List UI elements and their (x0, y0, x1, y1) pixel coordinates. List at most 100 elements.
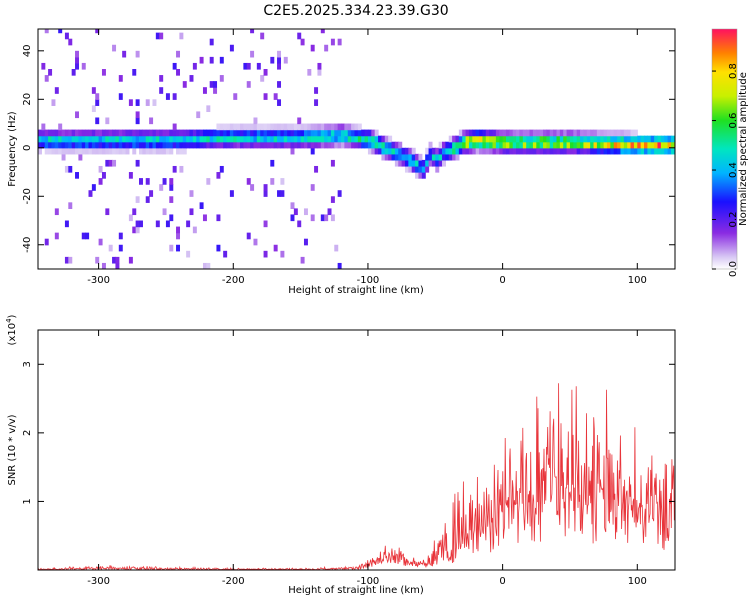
spectrogram-cell (452, 153, 457, 161)
spectrogram-cell (623, 135, 628, 143)
spectrogram-cell (512, 129, 517, 137)
bottom-y-scale-label: (x104) (5, 314, 18, 345)
spectrogram-cell (536, 147, 541, 155)
spectrogram-cell (71, 135, 76, 143)
spectrogram-cell (404, 147, 409, 155)
spectrogram-cell (290, 123, 295, 131)
spectrogram-cell (519, 147, 524, 155)
spectrogram-cell (408, 153, 413, 161)
spectrogram-cell (243, 129, 248, 137)
spectrogram-cell (48, 69, 53, 76)
spectrogram-cell (576, 129, 581, 137)
spectrogram-cell (293, 208, 298, 216)
spectrogram-cell (246, 141, 251, 149)
spectrogram-cell (216, 129, 221, 137)
spectrogram-cell (519, 129, 524, 137)
spectrogram-cell (512, 141, 517, 149)
spectrogram-cell (256, 135, 261, 143)
spectrogram-cell (95, 147, 100, 155)
spectrogram-cell (435, 147, 440, 155)
spectrogram-cell (583, 147, 588, 155)
spectrogram-cell (51, 147, 56, 155)
spectrogram-cell (162, 141, 167, 149)
spectrogram-cell (250, 141, 255, 149)
spectrogram-cell (324, 44, 329, 52)
spectrogram-cell (253, 123, 258, 131)
spectrogram-cell (438, 159, 443, 167)
spectrogram-cell (606, 129, 611, 137)
spectrogram-cell (314, 135, 319, 143)
spectrogram-cell (660, 135, 665, 143)
spectrogram-cell (462, 147, 467, 155)
spectrogram-cell (152, 129, 157, 137)
spectrogram-cell (115, 147, 120, 155)
spectrogram-cell (169, 135, 174, 143)
spectrogram-cell (95, 99, 100, 106)
spectrogram-cell (532, 129, 537, 137)
spectrogram-cell (58, 141, 63, 149)
spectrogram-cell (314, 87, 319, 94)
spectrogram-cell (172, 129, 177, 137)
spectrogram-cell (68, 38, 73, 46)
spectrogram-cell (536, 141, 541, 149)
spectrogram-cell (532, 135, 537, 143)
spectrogram-cell (101, 69, 106, 76)
spectrogram-cell (186, 129, 191, 137)
spectrogram-cell (593, 129, 598, 137)
spectrogram-cell (300, 135, 305, 143)
spectrogram-cell (263, 190, 268, 197)
colorbar: 0.0 0.2 0.4 0.6 0.8 Normalized spectral ampl… (711, 28, 749, 277)
spectrogram-cell (223, 129, 228, 137)
spectrogram-cell (465, 141, 470, 149)
spectrogram-cell (283, 129, 288, 137)
spectrogram-cell (88, 135, 93, 143)
spectrogram-cell (118, 135, 123, 143)
spectrogram-cell (61, 129, 66, 137)
spectrogram-cell (482, 129, 487, 137)
spectrogram-cell (499, 141, 504, 149)
spectrogram-cell (159, 147, 164, 155)
colorbar-tick-label: 0.2 (728, 212, 739, 228)
spectrogram-cell (108, 135, 113, 143)
spectrogram-cell (132, 226, 137, 234)
spectrogram-cell (112, 159, 117, 167)
spectrogram-cell (320, 129, 325, 137)
spectrogram-cell (135, 117, 140, 125)
spectrogram-cell (98, 141, 103, 149)
spectrogram-cell (448, 147, 453, 155)
spectrogram-cell (118, 75, 123, 82)
spectrogram-cell (88, 129, 93, 137)
spectrogram-cell (176, 226, 181, 234)
spectrogram-cell (192, 226, 197, 234)
spectrogram-cell (145, 99, 150, 106)
spectrogram-cell (260, 135, 265, 143)
spectrogram-cell (327, 129, 332, 137)
spectrogram-cell (633, 141, 638, 149)
spectrogram-cell (64, 141, 69, 149)
spectrogram-cell (580, 135, 585, 143)
spectrogram-cell (78, 147, 83, 155)
spectrogram-cell (112, 129, 117, 137)
spectrogram-cell (213, 141, 218, 149)
spectrogram-cell (327, 123, 332, 131)
spectrogram-cell (516, 141, 521, 149)
spectrogram-cell (219, 123, 224, 131)
spectrogram-cell (61, 135, 66, 143)
spectrogram-cell (206, 178, 211, 185)
spectrogram-cell (199, 56, 204, 64)
spectrogram-cell (192, 129, 197, 137)
spectrogram-cell (189, 129, 194, 137)
spectrogram-cell (374, 129, 379, 137)
spectrogram-cell (415, 165, 420, 173)
spectrogram-cell (115, 141, 120, 149)
spectrogram-cell (243, 62, 248, 70)
spectrogram-cell (108, 244, 113, 252)
spectrogram-cell (132, 147, 137, 155)
spectrogram-cell (310, 44, 315, 52)
spectrogram-cell (334, 141, 339, 149)
spectrogram-cell (502, 129, 507, 137)
spectrogram-cell (44, 129, 49, 137)
spectrogram-cell (580, 147, 585, 155)
spectrogram-cell (553, 141, 558, 149)
